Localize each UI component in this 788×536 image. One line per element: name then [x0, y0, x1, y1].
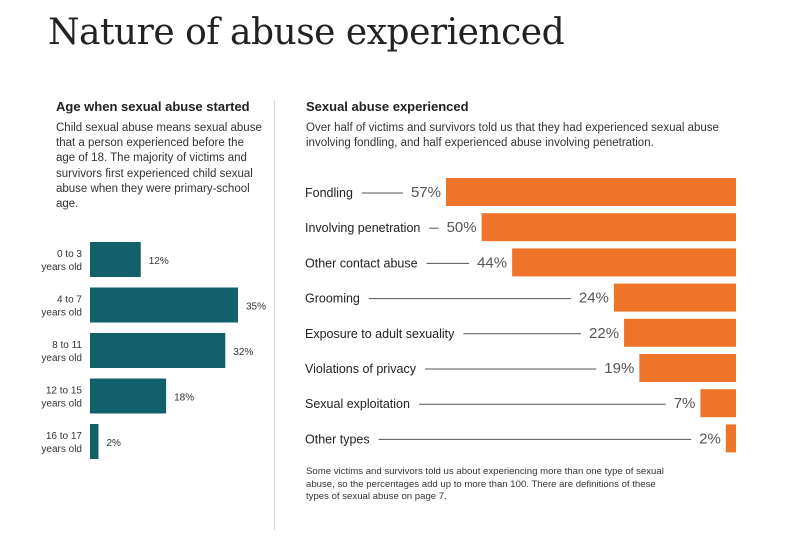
type-bar	[512, 248, 736, 277]
types-chart-heading: Sexual abuse experienced	[306, 99, 469, 114]
type-category-label: Grooming	[305, 292, 360, 306]
type-category-label: Sexual exploitation	[305, 397, 410, 411]
age-category-label: years old	[41, 444, 82, 455]
type-value-label: 44%	[477, 254, 507, 271]
type-bar-group: Sexual exploitation 7%	[305, 389, 736, 418]
age-bar-chart: 0 to 3 years old 12% 4 to 7 years old 35% 8 to…	[41, 242, 266, 459]
type-value-label: 22%	[589, 325, 619, 342]
type-category-label: Other types	[305, 432, 370, 446]
age-category-label: 4 to 7	[57, 295, 82, 306]
age-value-label: 2%	[106, 438, 121, 449]
age-bar	[90, 378, 167, 414]
type-bar-group: Involving penetration 50%	[305, 213, 736, 242]
type-bar	[613, 283, 736, 312]
type-bar-group: Grooming 24%	[305, 283, 736, 312]
age-category-label: 12 to 15	[46, 386, 83, 397]
type-bar-group: Other contact abuse 44%	[305, 248, 736, 277]
type-value-label: 57%	[411, 184, 441, 201]
age-bar	[90, 333, 226, 368]
age-category-label: years old	[41, 353, 82, 364]
type-bar-group: Violations of privacy 19%	[305, 354, 736, 382]
type-category-label: Violations of privacy	[305, 362, 417, 376]
type-value-label: 50%	[447, 219, 477, 236]
age-bar	[90, 424, 99, 459]
age-value-label: 12%	[149, 256, 169, 267]
age-bar-group: 8 to 11 years old 32%	[41, 333, 253, 368]
age-category-label: years old	[41, 262, 82, 273]
type-category-label: Exposure to adult sexuality	[305, 327, 455, 341]
age-value-label: 32%	[233, 347, 253, 358]
type-bar	[700, 389, 736, 418]
type-bar	[446, 178, 736, 206]
type-bar	[481, 213, 736, 242]
abuse-type-bar-chart: Fondling 57% Involving penetration 50% Other…	[305, 178, 736, 453]
age-chart-heading: Age when sexual abuse started	[56, 99, 250, 114]
age-chart-description: Child sexual abuse means sexual abuse th…	[56, 122, 262, 211]
age-bar-group: 16 to 17 years old 2%	[41, 424, 121, 459]
type-category-label: Involving penetration	[305, 221, 420, 235]
age-bar-group: 0 to 3 years old 12%	[41, 242, 169, 277]
age-bar-group: 4 to 7 years old 35%	[41, 287, 266, 323]
footnote: Some victims and survivors told us about…	[306, 466, 664, 502]
type-value-label: 24%	[579, 290, 609, 307]
type-category-label: Fondling	[305, 186, 353, 200]
type-bar	[725, 424, 736, 453]
column-divider	[274, 100, 275, 530]
type-value-label: 19%	[604, 360, 634, 377]
age-category-label: 16 to 17	[46, 431, 83, 442]
type-bar	[639, 354, 736, 382]
type-bar-group: Exposure to adult sexuality 22%	[305, 318, 736, 347]
age-category-label: 0 to 3	[57, 249, 82, 260]
type-bar-group: Other types 2%	[305, 424, 736, 453]
age-bar	[90, 242, 141, 277]
type-category-label: Other contact abuse	[305, 256, 418, 270]
age-category-label: 8 to 11	[52, 340, 82, 351]
type-value-label: 7%	[674, 395, 696, 412]
type-bar	[624, 318, 736, 347]
page-title: Nature of abuse experienced	[48, 12, 565, 53]
age-bar	[90, 287, 238, 323]
type-bar-group: Fondling 57%	[305, 178, 736, 206]
age-value-label: 35%	[246, 302, 266, 313]
age-bar-group: 12 to 15 years old 18%	[41, 378, 194, 414]
type-value-label: 2%	[699, 430, 721, 447]
age-category-label: years old	[41, 399, 82, 410]
age-category-label: years old	[41, 308, 82, 319]
age-value-label: 18%	[174, 393, 194, 404]
types-chart-description: Over half of victims and survivors told …	[306, 122, 719, 150]
